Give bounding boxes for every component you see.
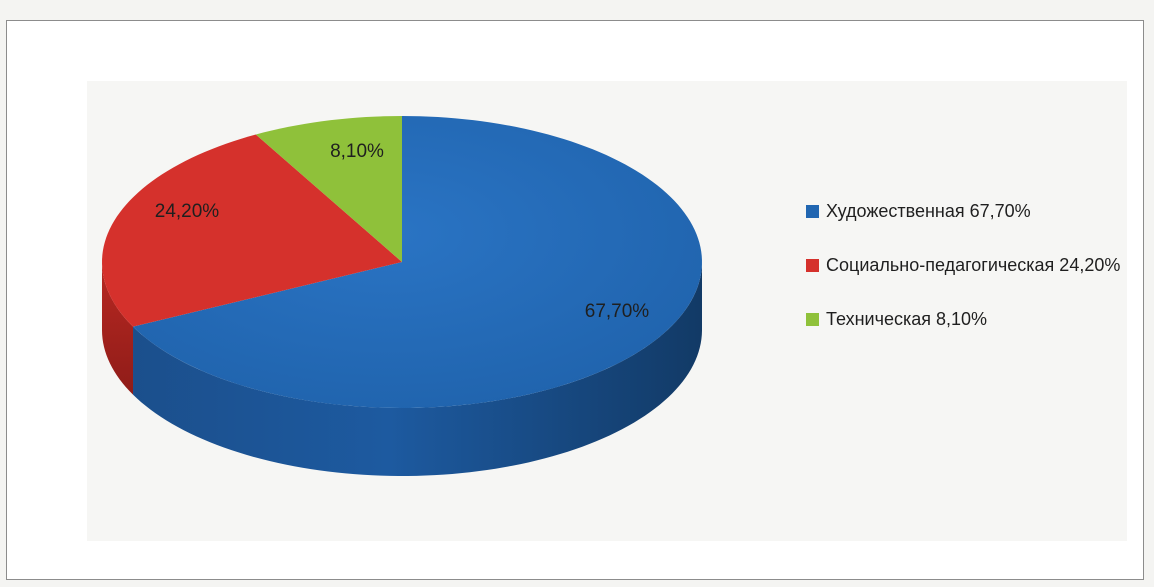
legend-label: Техническая 8,10% xyxy=(826,309,988,329)
legend-item-socialno-pedagogicheskaya: Социально-педагогическая 24,20% xyxy=(806,252,1126,278)
slice-socialno-pedagogicheskaya xyxy=(102,134,403,327)
data-label-tekhnicheskaya: 8,10% xyxy=(330,141,384,162)
data-label-khudozhestvennaya: 67,70% xyxy=(585,301,650,322)
slice-khudozhestvennaya xyxy=(133,116,702,408)
slice-khudozhestvennaya-side xyxy=(133,262,702,476)
legend-item-khudozhestvennaya: Художественная 67,70% xyxy=(806,198,1126,224)
legend-label: Художественная 67,70% xyxy=(826,201,1031,221)
legend-label: Социально-педагогическая 24,20% xyxy=(826,255,1121,275)
slice-socialno-pedagogicheskaya-side xyxy=(102,262,134,395)
legend-swatch-blue xyxy=(806,205,819,218)
legend: Художественная 67,70% Социально-педагоги… xyxy=(806,198,1126,360)
slice-tekhnicheskaya xyxy=(255,116,402,262)
legend-item-tekhnicheskaya: Техническая 8,10% xyxy=(806,306,1126,332)
legend-swatch-red xyxy=(806,259,819,272)
legend-swatch-green xyxy=(806,313,819,326)
data-label-socialno-pedagogicheskaya: 24,20% xyxy=(155,201,220,222)
